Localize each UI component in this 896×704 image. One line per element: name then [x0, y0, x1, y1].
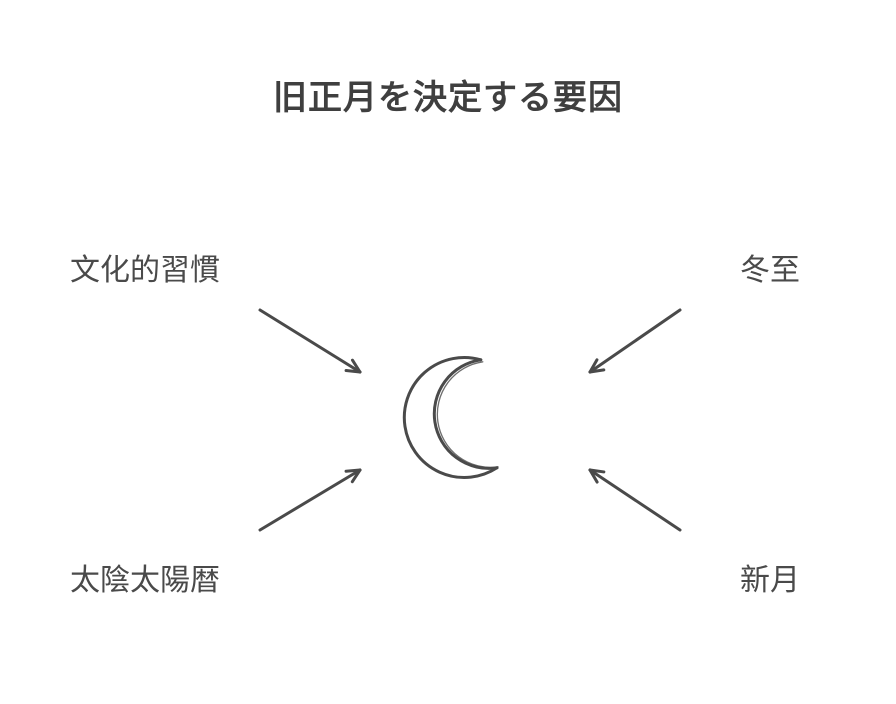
factor-bottom-left: 太陰太陽暦: [70, 555, 220, 599]
diagram-canvas: 旧正月を決定する要因 文化的習慣 冬至 太陰太陽暦 新月: [0, 0, 896, 704]
factor-bottom-right: 新月: [740, 555, 800, 599]
factor-top-right: 冬至: [740, 245, 800, 289]
arrows-group: [260, 310, 680, 530]
factor-top-left: 文化的習慣: [70, 245, 220, 289]
moon-icon: [404, 357, 498, 477]
diagram-title: 旧正月を決定する要因: [0, 70, 896, 119]
